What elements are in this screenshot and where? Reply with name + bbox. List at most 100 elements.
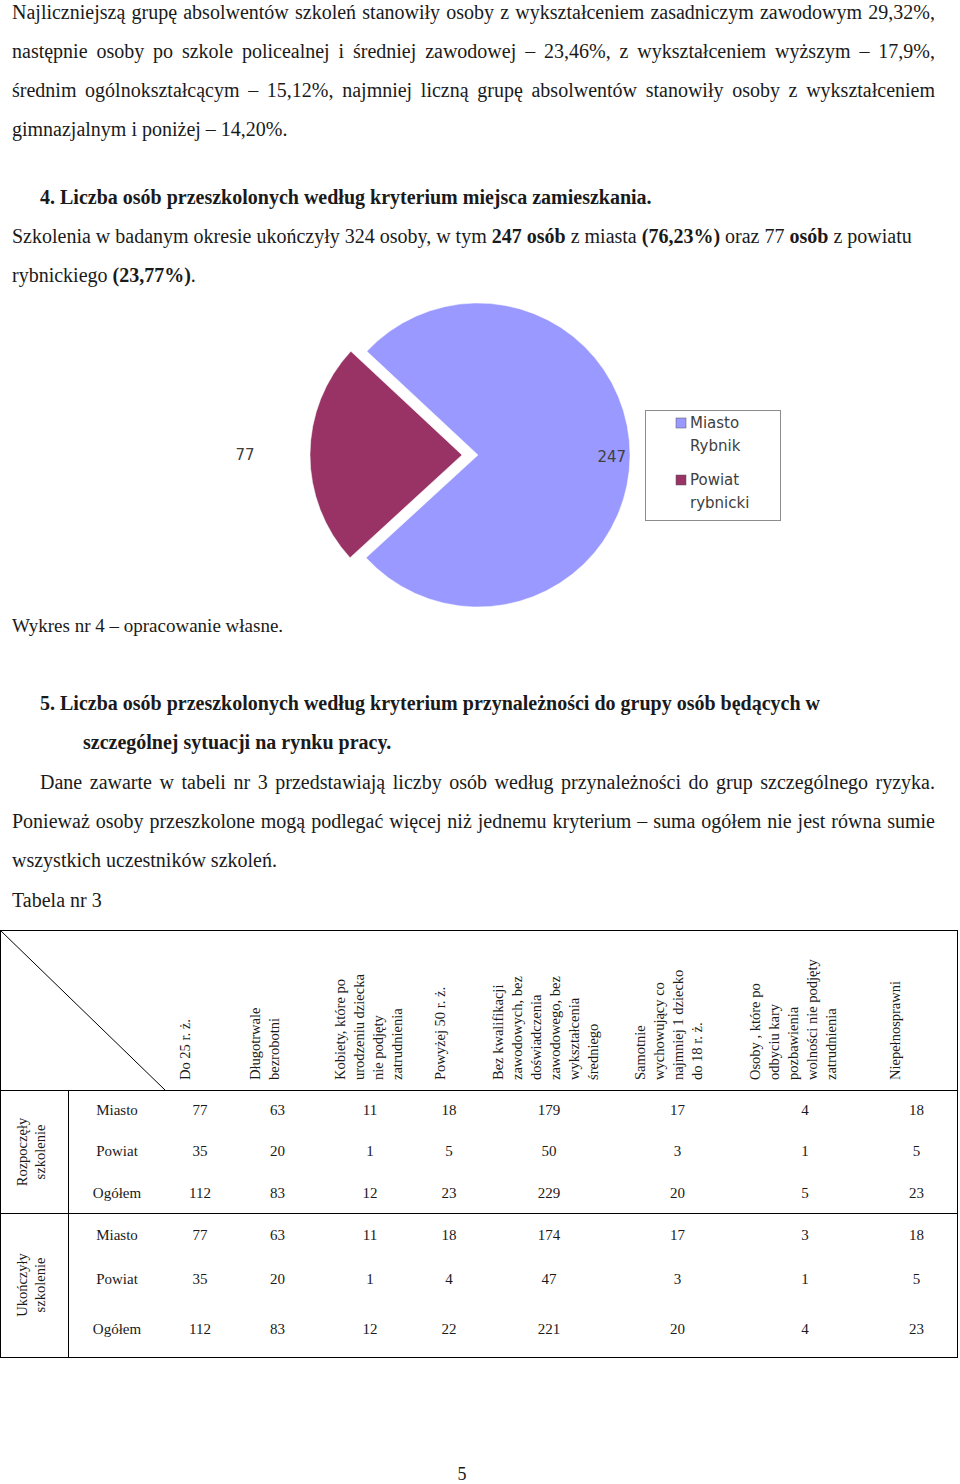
table-cell: 1 bbox=[366, 1271, 374, 1287]
row-label: Powiat bbox=[96, 1271, 139, 1287]
column-header: Niepełnosprawni bbox=[886, 955, 905, 1080]
table-cell: 5 bbox=[445, 1143, 453, 1159]
table-cell: 77 bbox=[193, 1102, 209, 1118]
section-paragraph: Szkolenia w badanym okresie ukończyły 32… bbox=[12, 217, 935, 295]
table-cell: 50 bbox=[542, 1143, 557, 1159]
pie-slice bbox=[310, 351, 462, 557]
table-cell: 17 bbox=[670, 1102, 686, 1118]
row-label: Miasto bbox=[96, 1102, 138, 1118]
table-cell: 63 bbox=[270, 1102, 285, 1118]
table-cell: 4 bbox=[801, 1102, 809, 1118]
legend-label-line: Miasto bbox=[690, 414, 739, 432]
table-border bbox=[1, 931, 958, 1358]
table-cell: 35 bbox=[193, 1143, 208, 1159]
table-cell: 179 bbox=[538, 1102, 561, 1118]
table-cell: 3 bbox=[674, 1271, 682, 1287]
legend-label: Miasto Rybnik bbox=[690, 414, 741, 455]
table-title: Tabela nr 3 bbox=[12, 881, 412, 920]
table-cell: 5 bbox=[913, 1271, 921, 1287]
text-run: oraz 77 bbox=[720, 225, 789, 247]
section-heading: 5. Liczba osób przeszkolonych według kry… bbox=[83, 684, 853, 762]
table-cell: 20 bbox=[670, 1185, 685, 1201]
table-cell: 47 bbox=[542, 1271, 558, 1287]
text-run: z miasta bbox=[566, 225, 642, 247]
page: 247 77 Miasto Rybnik Powiat rybnicki Miasto 77 6… bbox=[0, 0, 960, 1484]
section-paragraph: Dane zawarte w tabeli nr 3 przedstawiają… bbox=[12, 763, 935, 880]
table-cell: 20 bbox=[270, 1271, 285, 1287]
table-cell: 63 bbox=[270, 1227, 285, 1243]
table-cell: 18 bbox=[909, 1227, 924, 1243]
text-run: (23,77%) bbox=[113, 264, 191, 286]
table-cell: 4 bbox=[801, 1321, 809, 1337]
table-cell: 18 bbox=[442, 1102, 457, 1118]
table-cell: 17 bbox=[670, 1227, 686, 1243]
table-cell: 35 bbox=[193, 1271, 208, 1287]
table-cell: 23 bbox=[909, 1321, 924, 1337]
legend-label-line: Powiat bbox=[690, 471, 739, 489]
data-label: 247 bbox=[597, 448, 626, 466]
table-cell: 23 bbox=[909, 1185, 924, 1201]
table-cell: 11 bbox=[363, 1102, 377, 1118]
text-run: osób bbox=[789, 225, 828, 247]
legend-swatch bbox=[676, 418, 686, 428]
column-header: Samotnie wychowujący co najmniej 1 dziec… bbox=[631, 955, 707, 1080]
table-cell: 22 bbox=[442, 1321, 457, 1337]
table-cell: 1 bbox=[801, 1143, 809, 1159]
group-label: Rozpoczęły szkolenie bbox=[13, 1097, 49, 1207]
table-cell: 5 bbox=[801, 1185, 809, 1201]
text-run: (76,23%) bbox=[642, 225, 720, 247]
column-header: Powyżej 50 r. ż. bbox=[431, 955, 450, 1080]
column-header: Osoby , które po odbyciu kary pozbawieni… bbox=[746, 955, 841, 1080]
table-cell: 20 bbox=[670, 1321, 685, 1337]
column-header: Do 25 r. ż. bbox=[176, 955, 195, 1080]
table-cell: 11 bbox=[363, 1227, 377, 1243]
section-heading: 4. Liczba osób przeszkolonych według kry… bbox=[40, 178, 935, 217]
table-rule bbox=[0, 1090, 958, 1091]
text-run: Szkolenia w badanym okresie ukończyły 32… bbox=[12, 225, 492, 247]
legend-label-line: Rybnik bbox=[690, 437, 741, 455]
row-label: Ogółem bbox=[93, 1185, 142, 1201]
table-cell: 112 bbox=[189, 1321, 211, 1337]
row-label: Miasto bbox=[96, 1227, 138, 1243]
text-run: 247 osób bbox=[492, 225, 566, 247]
table-cell: 83 bbox=[270, 1321, 285, 1337]
table-rule bbox=[0, 1213, 958, 1214]
table-cell: 3 bbox=[801, 1227, 809, 1243]
table-cell: 112 bbox=[189, 1185, 211, 1201]
intro-paragraph: Najliczniejszą grupę absolwentów szkoleń… bbox=[12, 0, 935, 149]
table-cell: 12 bbox=[363, 1321, 378, 1337]
table: Miasto7763111817917418Powiat35201550315O… bbox=[0, 931, 958, 1358]
table-cell: 18 bbox=[909, 1102, 924, 1118]
data-label: 77 bbox=[235, 446, 254, 464]
table-cell: 12 bbox=[363, 1185, 378, 1201]
table-cell: 23 bbox=[442, 1185, 457, 1201]
text-run: . bbox=[191, 264, 196, 286]
table-cell: 1 bbox=[366, 1143, 374, 1159]
chart-caption: Wykres nr 4 – opracowanie własne. bbox=[12, 606, 912, 645]
column-header: Długotrwale bezrobotni bbox=[246, 955, 284, 1080]
table-cell: 20 bbox=[270, 1143, 285, 1159]
table-cell: 1 bbox=[801, 1271, 809, 1287]
column-header: Bez kwalifikacji zawodowych, bez doświad… bbox=[489, 955, 603, 1080]
legend-box bbox=[646, 411, 781, 521]
row-label: Powiat bbox=[96, 1143, 139, 1159]
column-header: Kobiety, które po urodzeniu dziecka nie … bbox=[331, 955, 407, 1080]
table-cell: 4 bbox=[445, 1271, 453, 1287]
table-cell: 77 bbox=[193, 1227, 209, 1243]
table-cell: 221 bbox=[538, 1321, 561, 1337]
table-cell: 229 bbox=[538, 1185, 561, 1201]
table-cell: 18 bbox=[442, 1227, 457, 1243]
group-label: Ukończyły szkolenie bbox=[13, 1230, 49, 1340]
row-label: Ogółem bbox=[93, 1321, 142, 1337]
table-diagonal bbox=[1, 931, 166, 1091]
legend: Miasto Rybnik Powiat rybnicki bbox=[646, 411, 781, 521]
page-number: 5 bbox=[450, 1462, 474, 1484]
table-rule bbox=[68, 1090, 69, 1357]
pie-chart: 247 77 bbox=[235, 303, 630, 607]
legend-label: Powiat rybnicki bbox=[690, 471, 749, 512]
table-cell: 3 bbox=[674, 1143, 682, 1159]
table-cell: 83 bbox=[270, 1185, 285, 1201]
legend-label-line: rybnicki bbox=[690, 494, 749, 512]
legend-swatch bbox=[676, 475, 686, 485]
table-cell: 174 bbox=[538, 1227, 561, 1243]
